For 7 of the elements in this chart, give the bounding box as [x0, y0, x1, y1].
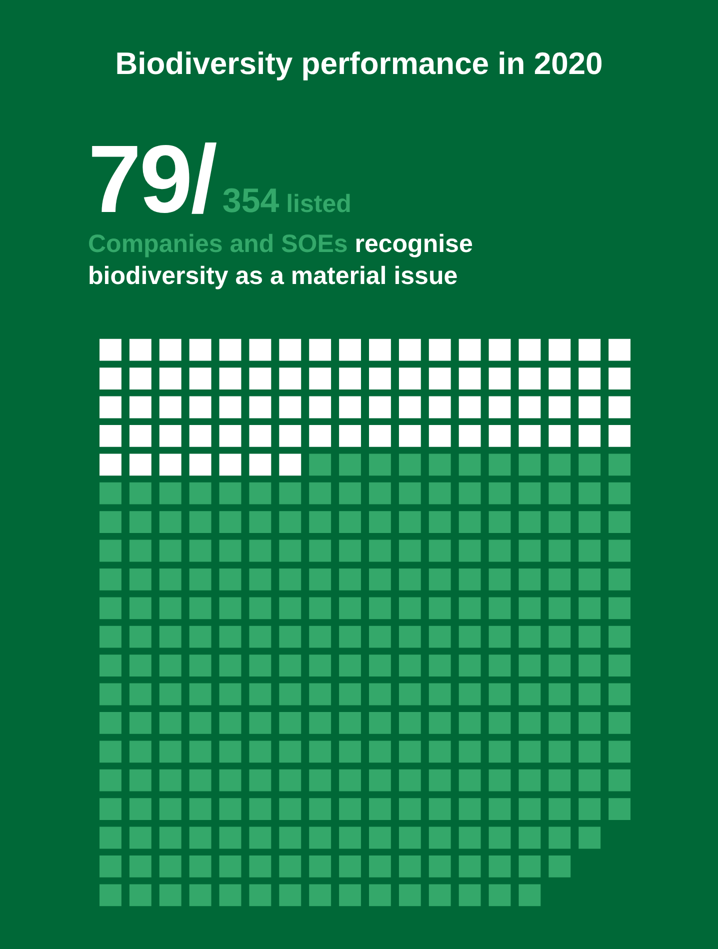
- data-label: 79/: [88, 126, 216, 233]
- text: Companies and SOEs: [88, 230, 348, 258]
- data-label: 354: [222, 182, 280, 220]
- text: Biodiversity performance in 2020: [114, 46, 604, 82]
- text: recognise: [354, 230, 473, 258]
- text: listed: [286, 190, 352, 218]
- text: biodiversity as a material issue: [88, 261, 459, 292]
